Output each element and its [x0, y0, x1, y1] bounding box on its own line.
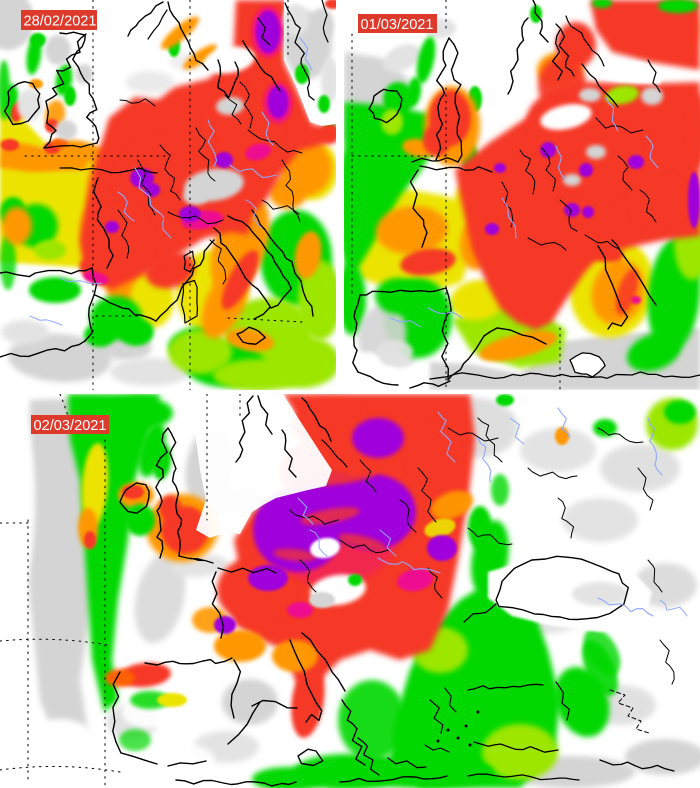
- svg-text:28/02/2021: 28/02/2021: [24, 14, 97, 30]
- svg-text:02/03/2021: 02/03/2021: [34, 418, 107, 434]
- svg-text:01/03/2021: 01/03/2021: [361, 17, 434, 33]
